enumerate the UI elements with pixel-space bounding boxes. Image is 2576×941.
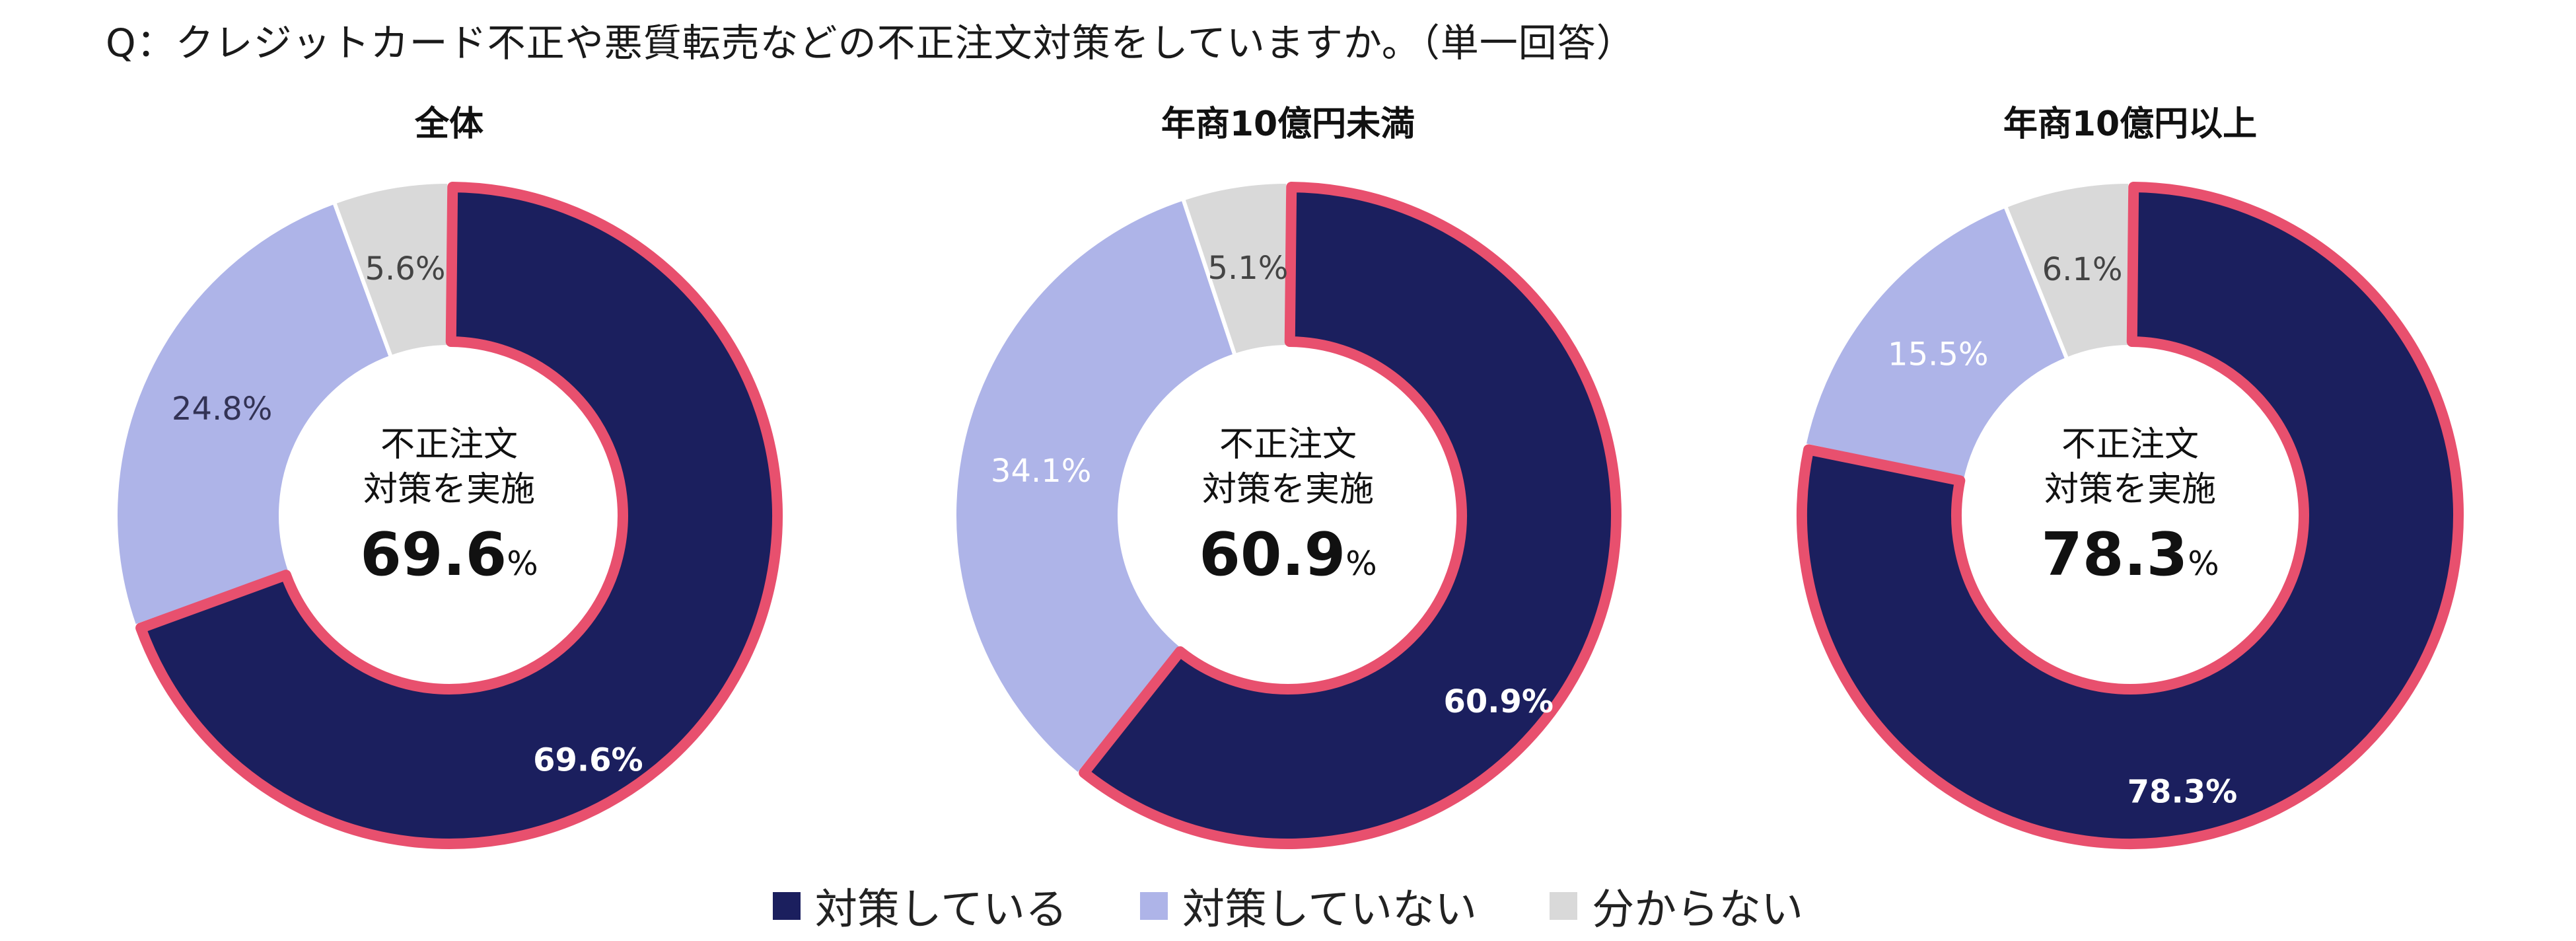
donut-segment-not-implemented [114, 200, 394, 629]
highlight-outline [1079, 182, 1622, 849]
donut-segment-unknown [2003, 179, 2132, 362]
center-caption-line1: 不正注文 [380, 425, 518, 465]
data-label-implemented: 78.3% [2128, 774, 2238, 811]
legend-item-implemented: 対策している [772, 876, 1067, 936]
center-caption-line2: 対策を実施 [2044, 470, 2216, 509]
legend-item-unknown: 分からない [1550, 876, 1803, 936]
legend-label-implemented: 対策している [814, 885, 1067, 934]
data-label-not-implemented: 24.8% [172, 391, 272, 428]
center-value: 78.3% [2041, 520, 2219, 589]
center-value: 69.6% [360, 520, 538, 589]
data-label-unknown: 6.1% [2042, 251, 2123, 288]
center-caption-line1: 不正注文 [2061, 425, 2199, 465]
chart-title: 全体 [414, 104, 483, 144]
donut-segment-unknown [1180, 179, 1290, 358]
data-label-implemented: 60.9% [1443, 683, 1554, 720]
data-label-not-implemented: 34.1% [991, 453, 1091, 490]
center-caption-line1: 不正注文 [1219, 425, 1357, 465]
legend-label-not-implemented: 対策していない [1182, 885, 1478, 934]
data-label-not-implemented: 15.5% [1888, 336, 1988, 373]
data-label-unknown: 5.6% [365, 250, 446, 287]
center-caption-line2: 対策を実施 [363, 470, 535, 509]
legend-swatch-implemented [772, 892, 801, 920]
legend: 対策している 対策していない 分からない [0, 876, 2576, 936]
legend-swatch-unknown [1550, 892, 1578, 920]
center-caption-line2: 対策を実施 [1202, 470, 1374, 509]
legend-swatch-not-implemented [1140, 892, 1168, 920]
donut-segment-unknown [332, 179, 451, 360]
legend-item-not-implemented: 対策していない [1140, 876, 1477, 936]
chart-title: 年商10億円以上 [2003, 104, 2257, 144]
center-value: 60.9% [1199, 520, 1377, 589]
donut-segment-not-implemented [1801, 203, 2070, 482]
chart-title: 年商10億円未満 [1161, 104, 1415, 144]
donut-segment-not-implemented [952, 196, 1238, 778]
highlight-outline [1797, 182, 2464, 849]
data-label-implemented: 69.6% [533, 741, 643, 778]
data-label-unknown: 5.1% [1207, 250, 1288, 287]
legend-label-unknown: 分からない [1592, 885, 1804, 934]
highlight-outline [135, 182, 783, 849]
question-title: Q：クレジットカード不正や悪質転売などの不正注文対策をしていますか。（単一回答） [106, 20, 1635, 65]
